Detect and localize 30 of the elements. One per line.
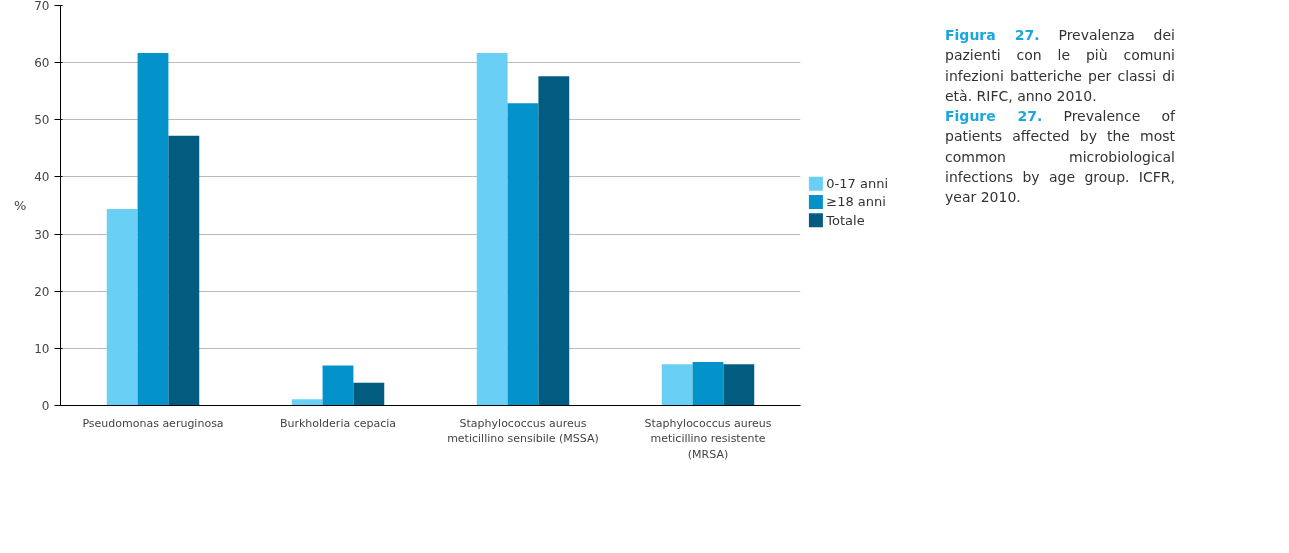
x-tick-label: Burkholderia cepacia: [279, 416, 397, 430]
y-tick-label: 20: [34, 284, 50, 299]
y-tick-label: 0: [41, 399, 50, 413]
bar: [661, 364, 693, 406]
bar: [322, 365, 354, 406]
bar: [723, 364, 755, 406]
x-tick-label: Pseudomonas aeruginosa: [82, 416, 224, 430]
y-axis-title: %: [13, 198, 27, 213]
y-tick-label: 10: [34, 341, 50, 356]
text: Figura 27. Prevalenza dei pazienti con le più comuni infezioni batteriche per classi di età. RIFC, anno 2010.: [945, 27, 1175, 104]
bar: [106, 208, 138, 406]
bar: [692, 362, 724, 406]
bar: [168, 135, 200, 406]
bar: [353, 382, 385, 406]
legend-label: ≥18 anni: [826, 194, 886, 210]
y-tick-label: 30: [34, 227, 50, 242]
legend-label: 0-17 anni: [826, 176, 888, 192]
text: Figure 27. Prevalence of patients affected by the most common microbiological infections by age group. ICFR, year 2010.: [945, 108, 1175, 206]
x-tick-label: Staphylococcus aureus meticillino sensibile (MSSA): [447, 416, 599, 446]
y-tick-label: 50: [34, 113, 50, 128]
bar: [538, 76, 570, 406]
legend-label: Totale: [825, 212, 865, 228]
bar: [291, 399, 323, 406]
y-tick-label: 40: [34, 170, 50, 185]
bar: [137, 52, 169, 406]
x-tick-label: Staphylococcus aureus meticillino resistente (MRSA): [644, 416, 772, 461]
bar: [476, 52, 508, 406]
y-tick-label: 60: [34, 56, 50, 71]
y-tick-label: 70: [34, 0, 50, 13]
bar: [507, 103, 539, 406]
